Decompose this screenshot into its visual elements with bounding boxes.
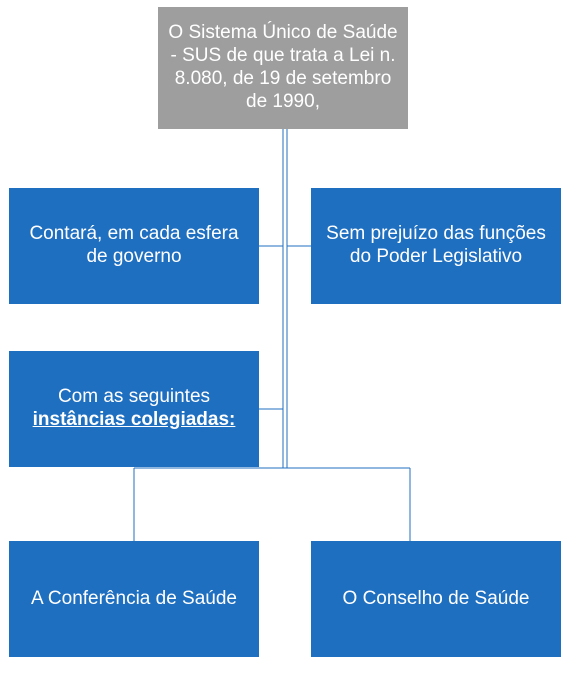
node-left1: Contará, em cada esfera de governo [9, 188, 259, 304]
node-bottom-right: O Conselho de Saúde [311, 541, 561, 657]
node-left2: Com as seguintes instâncias colegiadas: [9, 351, 259, 467]
node-left2-emph: instâncias colegiadas: [33, 409, 236, 430]
node-root: O Sistema Único de Saúde - SUS de que tr… [158, 7, 408, 129]
node-bottom-right-text: O Conselho de Saúde [343, 588, 530, 611]
node-bottom-left-text: A Conferência de Saúde [31, 588, 237, 611]
node-right1-text: Sem prejuízo das funções do Poder Legisl… [321, 223, 551, 269]
node-left2-text: Com as seguintes instâncias colegiadas: [19, 386, 249, 432]
node-left2-plain: Com as seguintes [58, 386, 210, 407]
node-bottom-left: A Conferência de Saúde [9, 541, 259, 657]
node-right1: Sem prejuízo das funções do Poder Legisl… [311, 188, 561, 304]
node-left1-text: Contará, em cada esfera de governo [19, 223, 249, 269]
node-root-text: O Sistema Único de Saúde - SUS de que tr… [168, 22, 398, 113]
